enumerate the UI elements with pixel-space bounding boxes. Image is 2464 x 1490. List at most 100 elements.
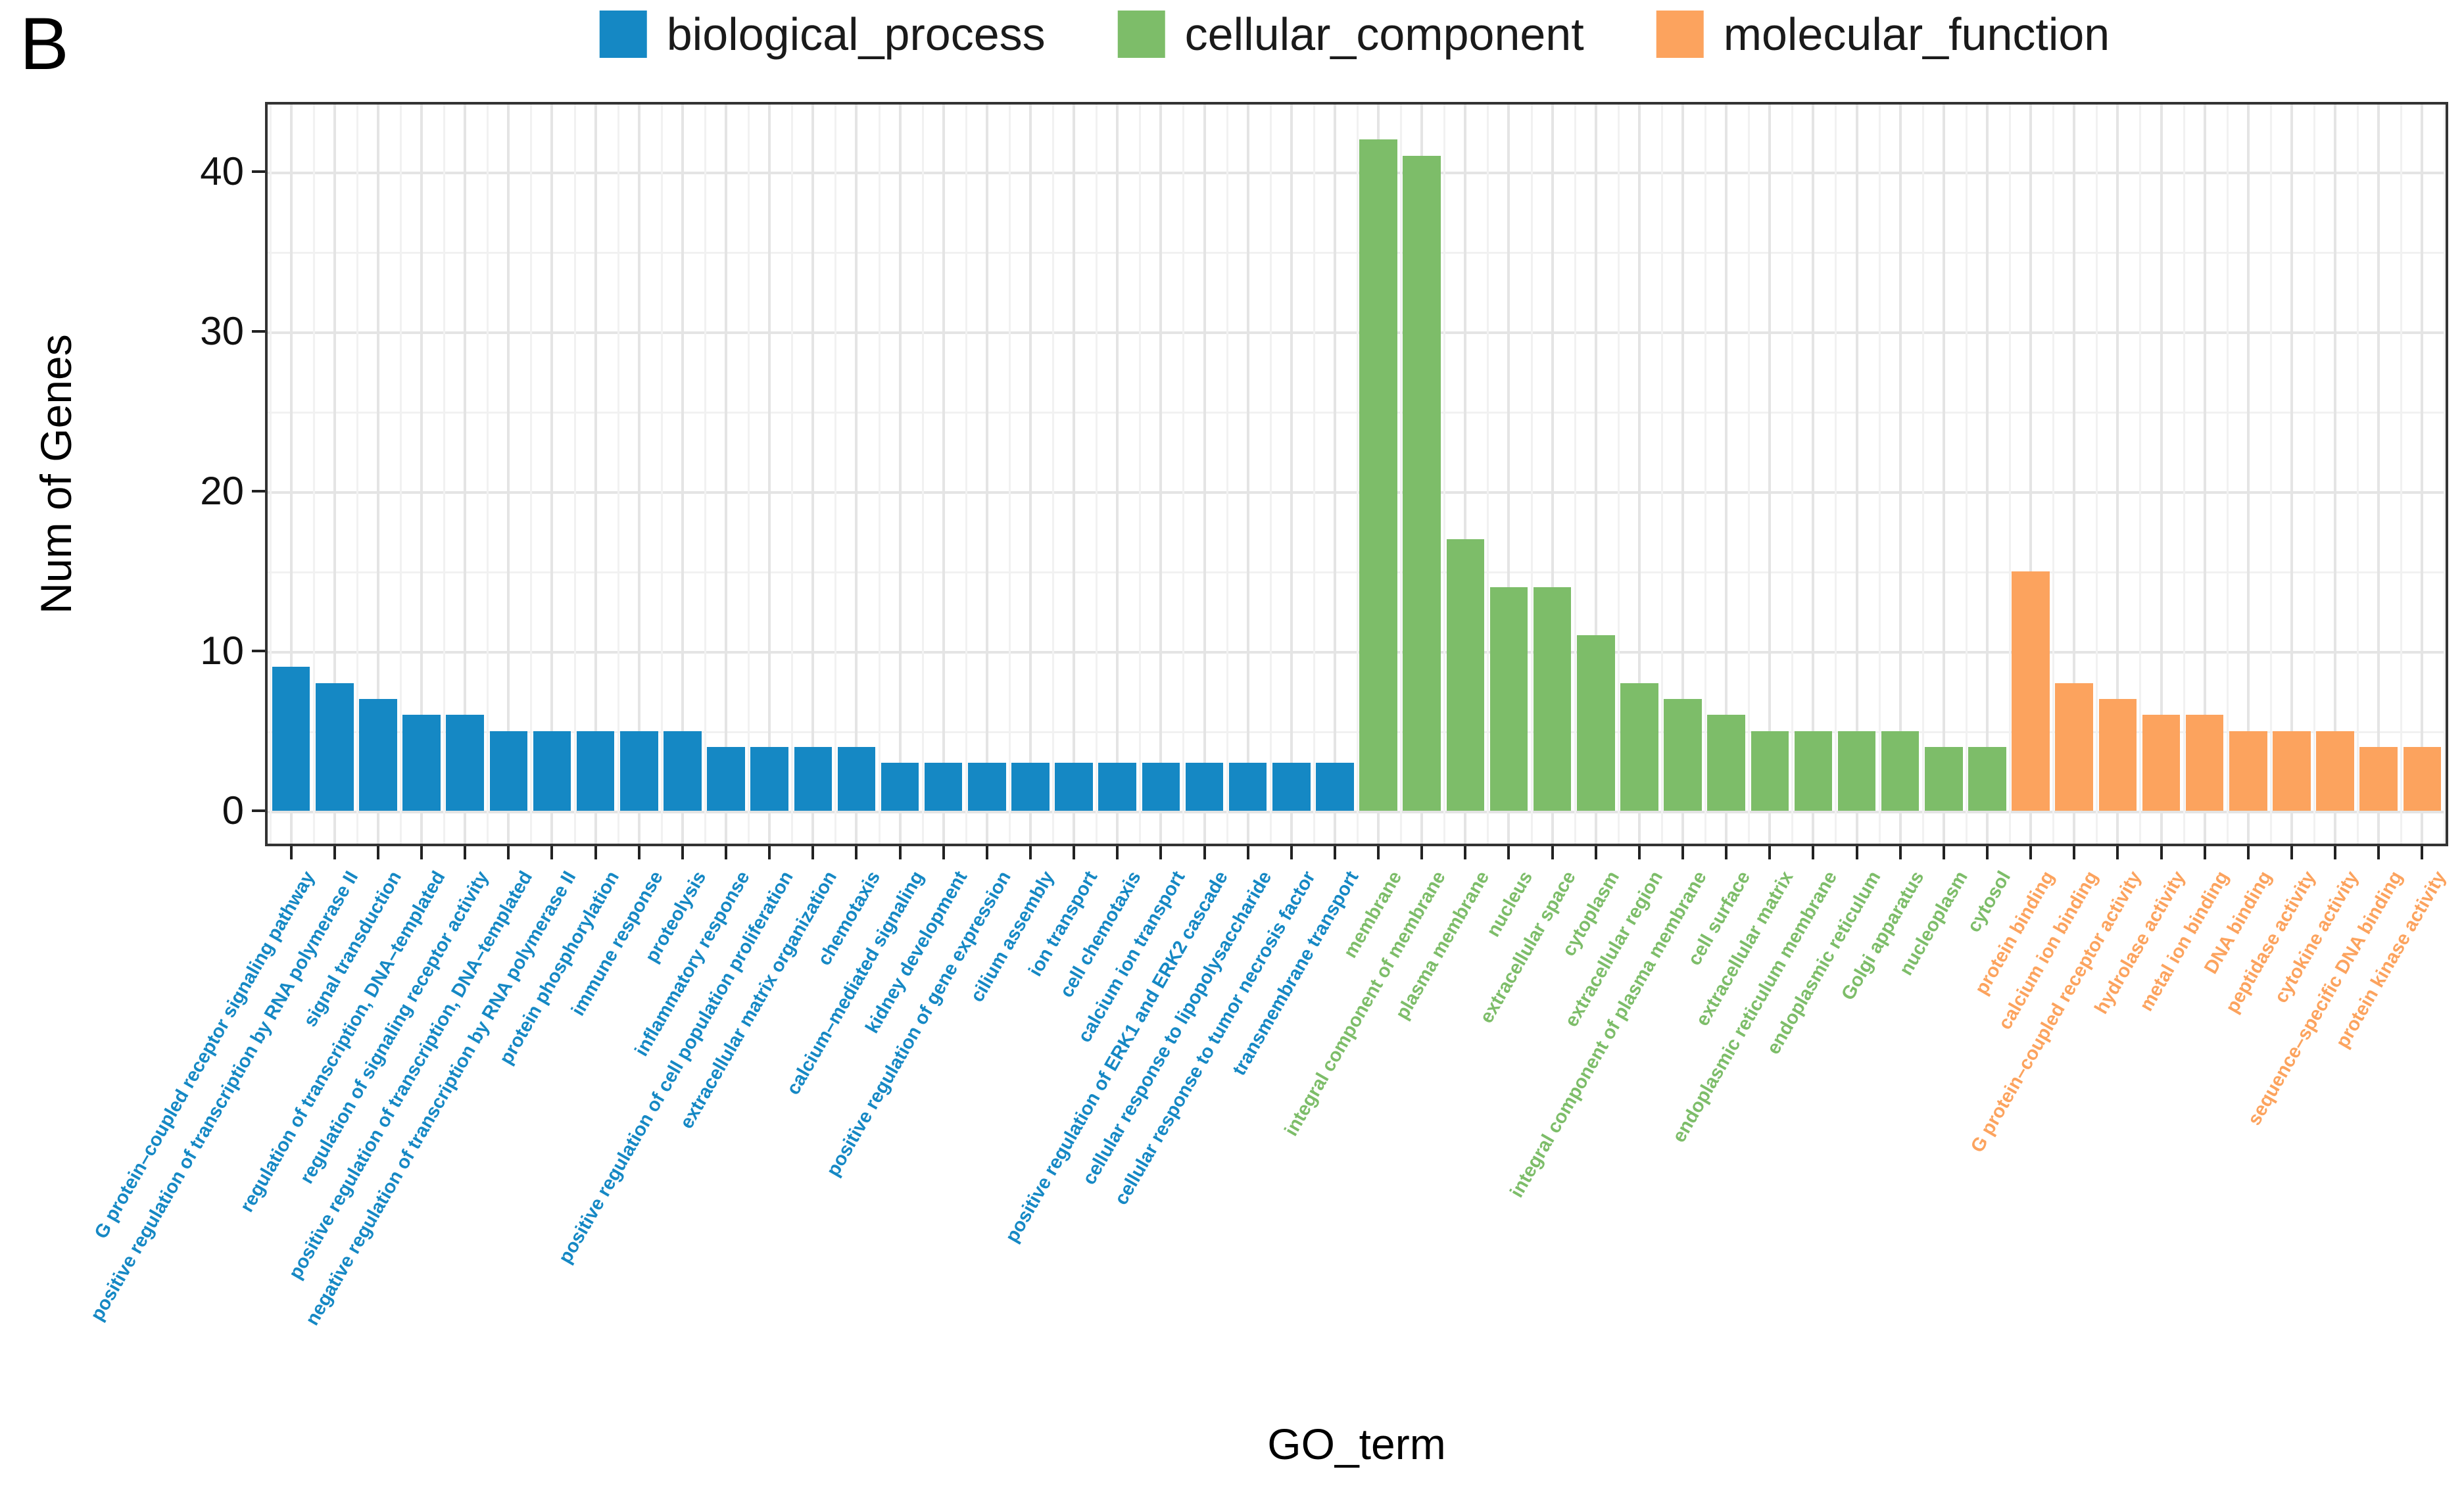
bar bbox=[2273, 731, 2311, 811]
major-v-gridline bbox=[1898, 102, 1902, 846]
x-tick-mark bbox=[2377, 846, 2380, 859]
major-v-gridline bbox=[594, 102, 597, 846]
minor-v-gridline bbox=[2357, 102, 2359, 846]
legend-label: cellular_component bbox=[1184, 9, 1584, 60]
bar bbox=[1925, 746, 1963, 811]
bar bbox=[2229, 731, 2267, 811]
major-v-gridline bbox=[1812, 102, 1815, 846]
bar bbox=[316, 683, 354, 811]
minor-v-gridline bbox=[2313, 102, 2315, 846]
minor-v-gridline bbox=[269, 102, 272, 846]
bar bbox=[1446, 539, 1485, 811]
x-tick-mark bbox=[768, 846, 771, 859]
x-tick-mark bbox=[1159, 846, 1163, 859]
minor-v-gridline bbox=[1357, 102, 1359, 846]
bar bbox=[2012, 571, 2050, 811]
major-v-gridline bbox=[942, 102, 945, 846]
major-v-gridline bbox=[376, 102, 379, 846]
bar bbox=[881, 763, 919, 811]
x-tick-mark bbox=[2160, 846, 2163, 859]
bar bbox=[1751, 731, 1789, 811]
major-v-gridline bbox=[1203, 102, 1206, 846]
x-tick-mark bbox=[1073, 846, 1076, 859]
bar bbox=[1707, 715, 1745, 811]
major-v-gridline bbox=[420, 102, 423, 846]
x-tick-mark bbox=[1898, 846, 1902, 859]
major-v-gridline bbox=[985, 102, 988, 846]
major-v-gridline bbox=[1464, 102, 1467, 846]
x-tick-mark bbox=[420, 846, 423, 859]
major-v-gridline bbox=[2160, 102, 2163, 846]
minor-v-gridline bbox=[878, 102, 881, 846]
major-v-gridline bbox=[2203, 102, 2206, 846]
minor-v-gridline bbox=[1052, 102, 1055, 846]
bar bbox=[1011, 763, 1050, 811]
minor-v-gridline bbox=[1704, 102, 1707, 846]
legend-swatch-icon bbox=[1656, 11, 1704, 58]
minor-v-gridline bbox=[530, 102, 533, 846]
minor-v-gridline bbox=[2183, 102, 2185, 846]
x-tick-mark bbox=[1985, 846, 1989, 859]
x-tick-mark bbox=[1855, 846, 1858, 859]
major-v-gridline bbox=[1942, 102, 1945, 846]
bar bbox=[1055, 763, 1093, 811]
bar bbox=[1837, 731, 1876, 811]
x-tick-mark bbox=[1333, 846, 1336, 859]
major-v-gridline bbox=[1246, 102, 1249, 846]
major-v-gridline bbox=[2116, 102, 2119, 846]
major-v-gridline bbox=[898, 102, 902, 846]
minor-v-gridline bbox=[660, 102, 663, 846]
bar bbox=[707, 746, 745, 811]
plot-panel bbox=[265, 102, 2448, 846]
figure-panel-letter: B bbox=[20, 3, 69, 85]
major-v-gridline bbox=[637, 102, 640, 846]
bar bbox=[1185, 763, 1224, 811]
x-tick-mark bbox=[2029, 846, 2033, 859]
x-tick-mark bbox=[1203, 846, 1206, 859]
major-v-gridline bbox=[2029, 102, 2033, 846]
minor-v-gridline bbox=[1487, 102, 1489, 846]
x-tick-mark bbox=[2421, 846, 2424, 859]
x-tick-mark bbox=[376, 846, 379, 859]
major-v-gridline bbox=[2290, 102, 2293, 846]
legend-item-biological_process: biological_process bbox=[599, 8, 1046, 60]
x-tick-mark bbox=[1377, 846, 1380, 859]
x-axis-title: GO_term bbox=[1267, 1420, 1446, 1468]
x-tick-label: G protein–coupled receptor signaling pat… bbox=[90, 867, 320, 1243]
minor-v-gridline bbox=[1313, 102, 1315, 846]
x-tick-mark bbox=[1768, 846, 1772, 859]
major-v-gridline bbox=[1637, 102, 1641, 846]
minor-v-gridline bbox=[1008, 102, 1011, 846]
y-tick-label: 10 bbox=[200, 629, 244, 673]
legend-swatch-icon bbox=[599, 11, 647, 58]
major-v-gridline bbox=[1681, 102, 1685, 846]
bar bbox=[1533, 587, 1572, 811]
x-tick-mark bbox=[464, 846, 467, 859]
x-tick-mark bbox=[1551, 846, 1554, 859]
x-tick-mark bbox=[1681, 846, 1685, 859]
bar bbox=[968, 763, 1006, 811]
minor-v-gridline bbox=[2226, 102, 2229, 846]
major-v-gridline bbox=[333, 102, 336, 846]
major-v-gridline bbox=[1725, 102, 1728, 846]
minor-v-gridline bbox=[2096, 102, 2098, 846]
legend: biological_process cellular_component mole… bbox=[599, 8, 2110, 60]
bar bbox=[446, 715, 484, 811]
major-v-gridline bbox=[725, 102, 728, 846]
legend-item-cellular_component: cellular_component bbox=[1117, 8, 1584, 60]
minor-v-gridline bbox=[2269, 102, 2272, 846]
minor-v-gridline bbox=[400, 102, 402, 846]
bar bbox=[489, 731, 528, 811]
x-tick-mark bbox=[1290, 846, 1293, 859]
minor-v-gridline bbox=[1748, 102, 1751, 846]
minor-v-gridline bbox=[748, 102, 750, 846]
minor-v-gridline bbox=[1269, 102, 1272, 846]
bar bbox=[2055, 683, 2093, 811]
legend-item-molecular_function: molecular_function bbox=[1656, 8, 2110, 60]
minor-v-gridline bbox=[356, 102, 358, 846]
minor-v-gridline bbox=[1530, 102, 1533, 846]
bar bbox=[750, 746, 788, 811]
bar bbox=[1359, 139, 1397, 811]
x-tick-mark bbox=[507, 846, 510, 859]
bar bbox=[2142, 715, 2181, 811]
